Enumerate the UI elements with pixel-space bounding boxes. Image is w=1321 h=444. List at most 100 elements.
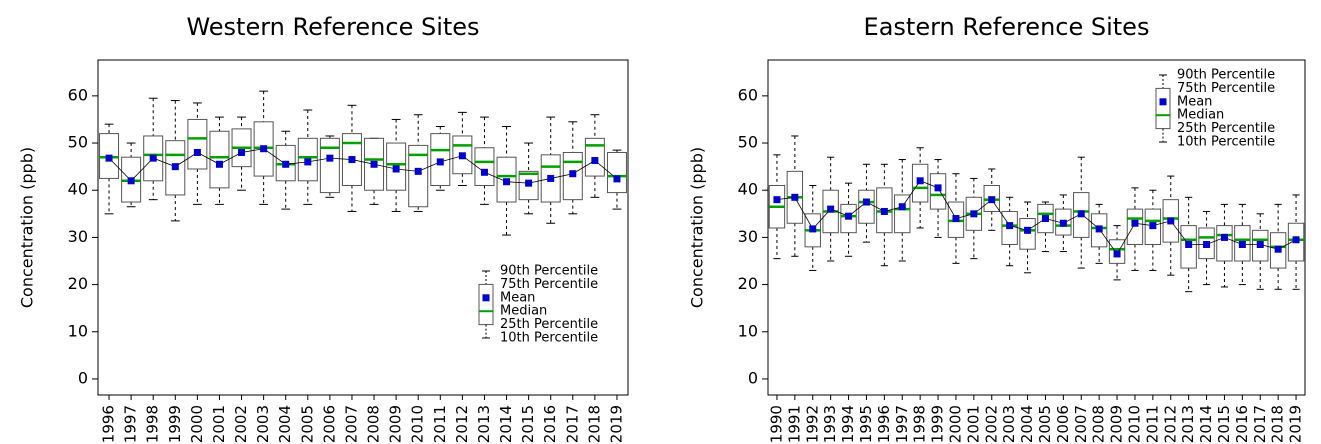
y-tick-label: 40 bbox=[68, 180, 88, 199]
x-tick-label: 2000 bbox=[946, 405, 964, 443]
legend-label: Mean bbox=[500, 290, 535, 305]
x-tick-label: 2005 bbox=[1036, 405, 1054, 443]
x-tick-label: 2003 bbox=[254, 405, 272, 443]
mean-marker bbox=[480, 168, 488, 176]
chart-title: Eastern Reference Sites bbox=[864, 13, 1150, 41]
x-tick-label: 1995 bbox=[857, 405, 875, 443]
box bbox=[1269, 232, 1287, 269]
mean-marker bbox=[547, 174, 555, 182]
chart-title: Western Reference Sites bbox=[186, 13, 479, 41]
mean-marker bbox=[1041, 215, 1049, 223]
x-tick-label: 2001 bbox=[210, 405, 228, 443]
box bbox=[496, 156, 517, 203]
box bbox=[209, 130, 230, 189]
x-tick-label: 1992 bbox=[803, 405, 821, 443]
box bbox=[319, 137, 340, 194]
y-tick-label: 10 bbox=[738, 321, 758, 340]
box bbox=[1252, 229, 1269, 262]
x-tick-label: 2002 bbox=[982, 405, 1000, 443]
mean-marker bbox=[591, 157, 599, 164]
box bbox=[911, 163, 929, 203]
legend-box bbox=[1155, 87, 1171, 130]
x-tick-label: 2016 bbox=[541, 405, 559, 443]
mean-marker bbox=[1059, 219, 1067, 227]
mean-marker bbox=[149, 154, 157, 162]
mean-marker bbox=[238, 148, 246, 156]
box bbox=[1162, 199, 1179, 243]
legend-label: 90th Percentile bbox=[500, 264, 598, 279]
box bbox=[1055, 208, 1072, 236]
x-tick-label: 1997 bbox=[122, 405, 140, 443]
y-tick-label: 0 bbox=[748, 368, 758, 387]
y-tick-label: 30 bbox=[738, 227, 758, 246]
legend-label: Median bbox=[500, 304, 547, 319]
mean-marker bbox=[193, 148, 201, 156]
box bbox=[297, 137, 318, 182]
mean-marker bbox=[809, 225, 817, 233]
mean-marker bbox=[304, 158, 312, 166]
y-tick-label: 60 bbox=[738, 85, 758, 104]
legend-label: 25th Percentile bbox=[500, 317, 598, 332]
legend-mean bbox=[1159, 98, 1167, 106]
y-tick-label: 10 bbox=[68, 321, 88, 340]
mean-marker bbox=[370, 160, 378, 168]
box bbox=[1216, 225, 1233, 262]
mean-marker bbox=[503, 178, 511, 186]
x-tick-label: 2016 bbox=[1233, 405, 1251, 443]
mean-marker bbox=[1292, 236, 1300, 244]
mean-marker bbox=[1095, 225, 1103, 233]
x-tick-label: 2008 bbox=[1090, 405, 1108, 443]
x-tick-label: 2012 bbox=[453, 405, 471, 443]
x-tick-label: 2013 bbox=[1179, 405, 1197, 443]
x-tick-label: 1998 bbox=[911, 405, 929, 443]
x-tick-label: 1998 bbox=[144, 405, 162, 443]
mean-marker bbox=[1131, 219, 1139, 227]
box bbox=[1198, 227, 1215, 260]
mean-marker bbox=[260, 145, 268, 153]
box bbox=[606, 151, 627, 194]
mean-marker bbox=[952, 215, 960, 223]
mean-marker bbox=[282, 160, 290, 168]
mean-marker bbox=[773, 196, 781, 204]
mean-marker bbox=[1203, 240, 1211, 248]
box bbox=[1234, 225, 1251, 262]
x-tick-label: 1999 bbox=[929, 405, 947, 443]
x-tick-label: 1993 bbox=[821, 405, 839, 443]
plot-frame bbox=[767, 59, 1306, 396]
legend-label: 25th Percentile bbox=[1177, 121, 1275, 136]
mean-line bbox=[108, 148, 618, 184]
mean-marker bbox=[1149, 222, 1157, 230]
mean-marker bbox=[569, 170, 577, 178]
mean-marker bbox=[970, 210, 978, 218]
mean-marker bbox=[1274, 245, 1282, 253]
mean-marker bbox=[127, 177, 135, 185]
mean-marker bbox=[1006, 222, 1014, 230]
mean-marker bbox=[1167, 217, 1175, 225]
legend-label: 75th Percentile bbox=[500, 277, 598, 292]
mean-marker bbox=[525, 179, 533, 187]
mean-marker bbox=[414, 167, 422, 175]
x-tick-label: 1990 bbox=[767, 405, 785, 443]
box bbox=[1090, 213, 1108, 248]
x-tick-label: 2007 bbox=[342, 405, 360, 443]
box bbox=[929, 173, 947, 210]
x-tick-label: 2015 bbox=[519, 405, 537, 443]
legend-label: 10th Percentile bbox=[500, 331, 598, 346]
mean-marker bbox=[898, 203, 906, 211]
x-tick-label: 2009 bbox=[1108, 405, 1126, 443]
y-tick-label: 60 bbox=[68, 85, 88, 104]
box bbox=[474, 147, 495, 187]
mean-marker bbox=[436, 158, 444, 166]
mean-marker bbox=[326, 154, 334, 162]
legend-label: Mean bbox=[1177, 94, 1212, 109]
mean-marker bbox=[880, 207, 888, 215]
mean-marker bbox=[845, 212, 853, 220]
x-tick-label: 2015 bbox=[1215, 405, 1233, 443]
x-tick-label: 2004 bbox=[1018, 405, 1036, 443]
box bbox=[187, 118, 208, 170]
x-tick-label: 2006 bbox=[320, 405, 338, 443]
legend-label: Median bbox=[1177, 108, 1224, 123]
box bbox=[408, 144, 429, 208]
y-axis-label: Concentration (ppb) bbox=[18, 147, 37, 308]
x-tick-label: 2018 bbox=[1269, 405, 1287, 443]
